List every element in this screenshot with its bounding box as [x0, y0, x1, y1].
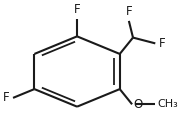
- Text: O: O: [133, 98, 142, 111]
- Text: F: F: [159, 37, 166, 50]
- Text: CH₃: CH₃: [158, 99, 178, 109]
- Text: F: F: [126, 5, 132, 18]
- Text: F: F: [74, 3, 80, 16]
- Text: F: F: [2, 91, 9, 104]
